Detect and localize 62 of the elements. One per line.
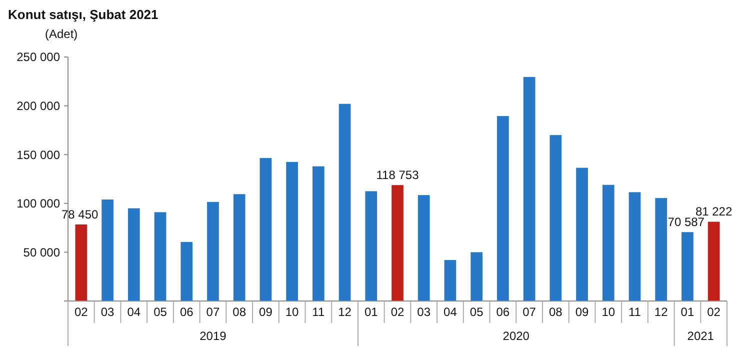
x-tick-label: 08 (232, 305, 246, 319)
bar (418, 195, 430, 301)
x-tick-label: 12 (338, 305, 352, 319)
y-tick-label: 100 000 (16, 196, 60, 211)
bar (497, 116, 509, 301)
bar (312, 166, 324, 301)
bar (365, 191, 378, 301)
x-tick-label: 09 (575, 305, 590, 319)
bar (576, 168, 588, 301)
x-tick-label: 01 (364, 305, 378, 319)
bar (286, 162, 298, 301)
bar (523, 77, 536, 301)
bar (392, 185, 404, 301)
x-tick-label: 10 (602, 305, 616, 319)
text: 2019 (200, 329, 227, 343)
chart-title: Konut satışı, Şubat 2021 (8, 7, 158, 22)
bar (154, 212, 166, 301)
bar (470, 252, 483, 301)
bar (682, 232, 694, 301)
y-tick-label: 250 000 (16, 50, 60, 64)
x-tick-label: 05 (154, 305, 168, 319)
text: 2021 (687, 329, 714, 343)
data-label: 118 753 (376, 168, 420, 182)
bar (628, 192, 641, 301)
bar (708, 222, 720, 301)
bar (180, 242, 193, 301)
bar (602, 184, 614, 301)
x-tick-label: 07 (522, 305, 536, 319)
x-tick-label: 08 (548, 305, 563, 319)
data-label: 78 450 (62, 207, 99, 222)
bar (444, 260, 456, 301)
x-tick-label: 10 (285, 305, 300, 319)
x-tick-label: 04 (444, 305, 458, 319)
y-tick-label: 200 000 (16, 99, 60, 113)
x-tick-label: 02 (390, 305, 404, 319)
bar (207, 202, 219, 301)
x-tick-label: 11 (628, 305, 642, 319)
text: 2020 (502, 329, 530, 343)
bar (550, 135, 562, 301)
bar (338, 104, 351, 301)
x-tick-label: 02 (74, 305, 88, 319)
x-tick-label: 03 (100, 305, 115, 319)
bar (128, 208, 140, 301)
x-tick-label: 06 (496, 305, 510, 319)
x-tick-label: 05 (470, 305, 484, 319)
x-tick-label: 01 (680, 305, 694, 319)
bar (233, 194, 246, 301)
x-tick-label: 07 (206, 305, 220, 319)
y-tick-label: 150 000 (16, 148, 60, 162)
x-tick-label: 02 (707, 305, 721, 319)
x-tick-label: 06 (180, 305, 194, 319)
bar (75, 224, 88, 301)
x-tick-label: 11 (312, 305, 325, 319)
x-tick-label: 03 (417, 305, 431, 319)
x-tick-label: 04 (127, 305, 141, 319)
bar (102, 199, 114, 301)
x-tick-label: 09 (259, 305, 273, 319)
x-tick-label: 12 (654, 305, 668, 319)
y-axis-title: (Adet) (45, 27, 78, 41)
y-tick-label: 50 000 (23, 245, 60, 260)
bar (655, 198, 668, 301)
bar (260, 158, 272, 301)
